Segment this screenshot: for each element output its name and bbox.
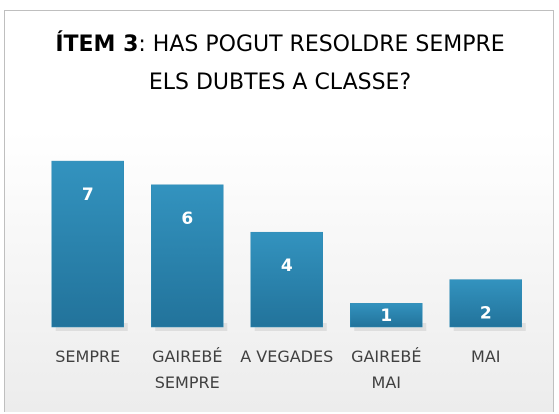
chart-title: ÍTEM 3: HAS POGUT RESOLDRE SEMPRE ELS DU… xyxy=(40,26,520,102)
bar xyxy=(151,184,224,328)
bar xyxy=(350,303,423,328)
value-label: 6 xyxy=(181,209,193,229)
x-tick-label: GAIREBÉ SEMPRE xyxy=(152,347,223,392)
title-bold: ÍTEM 3 xyxy=(55,32,139,57)
bar xyxy=(51,160,124,328)
bar xyxy=(449,279,522,328)
value-label: 7 xyxy=(82,185,94,205)
value-label: 1 xyxy=(380,306,392,326)
value-label: 2 xyxy=(480,304,492,324)
x-tick-label: A VEGADES xyxy=(240,347,334,366)
x-tick-label: SEMPRE xyxy=(55,347,121,366)
value-label: 4 xyxy=(281,256,293,276)
title-text: : HAS POGUT RESOLDRE SEMPRE ELS DUBTES A… xyxy=(138,32,505,95)
x-tick-label: MAI xyxy=(471,347,501,366)
x-tick-label: GAIREBÉ MAI xyxy=(351,347,422,392)
bar xyxy=(250,231,323,328)
